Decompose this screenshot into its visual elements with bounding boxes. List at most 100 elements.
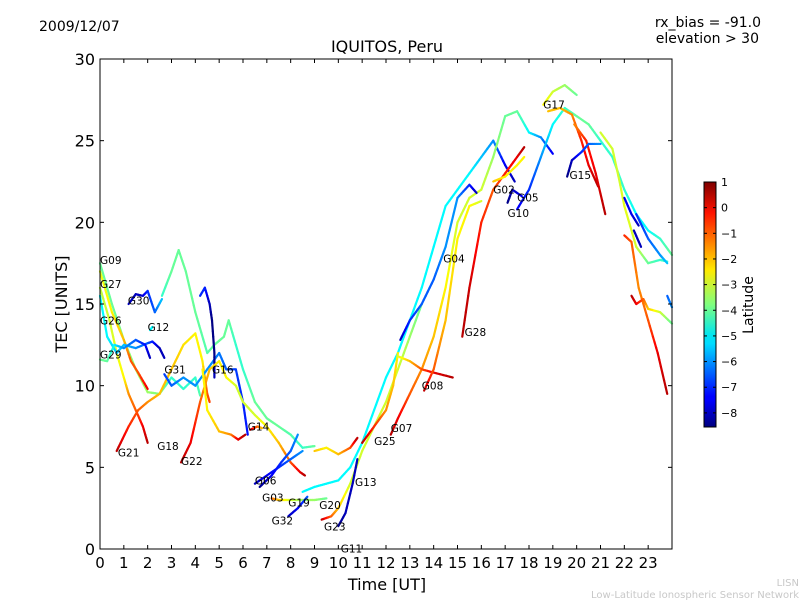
track-segment <box>442 286 447 297</box>
track-segment <box>104 290 110 300</box>
satellite-track <box>632 229 643 248</box>
satellite-track <box>148 325 154 332</box>
track-segment <box>599 192 604 202</box>
track-segment <box>101 308 105 318</box>
satellite-label: G18 <box>157 441 179 453</box>
y-tick-label: 20 <box>75 213 95 232</box>
x-tick-label: 1 <box>119 554 129 572</box>
track-segment <box>432 238 437 248</box>
track-segment <box>434 351 439 363</box>
track-segment <box>436 311 441 322</box>
x-tick-label: 18 <box>519 554 538 572</box>
track-segment <box>462 319 466 330</box>
x-tick-label: 12 <box>376 554 395 572</box>
track-segment <box>478 221 483 235</box>
track-segment <box>629 225 634 235</box>
track-segment <box>191 428 195 438</box>
track-segment <box>438 302 443 314</box>
satellite-track <box>635 213 669 265</box>
satellite-label: G27 <box>100 279 122 291</box>
track-segment <box>442 204 447 214</box>
x-tick-label: 21 <box>591 554 610 572</box>
track-segment <box>432 360 437 371</box>
track-segment <box>422 272 427 282</box>
x-tick-label: 13 <box>400 554 419 572</box>
track-segment <box>452 232 457 246</box>
satellite-label: G15 <box>570 170 592 182</box>
track-segment <box>661 372 666 382</box>
x-tick-label: 14 <box>424 554 443 572</box>
track-segment <box>470 264 475 278</box>
track-segment <box>106 297 112 307</box>
track-segment <box>196 317 201 327</box>
track-segment <box>194 311 199 321</box>
track-segment <box>103 321 108 331</box>
satellite-track <box>461 146 526 338</box>
track-segment <box>472 253 477 267</box>
satellite-label: G14 <box>248 422 270 434</box>
track-segment <box>492 149 497 159</box>
satellite-label: G23 <box>324 522 346 534</box>
track-segment <box>631 232 636 242</box>
track-segment <box>519 194 523 198</box>
track-segment <box>664 260 669 265</box>
track-segment <box>446 292 451 308</box>
track-segment <box>194 414 199 424</box>
satellite-track <box>666 294 674 309</box>
track-segment <box>632 256 637 266</box>
satellite-track <box>492 155 526 183</box>
satellite-track <box>287 495 309 518</box>
satellite-track <box>163 351 249 436</box>
track-segment <box>148 354 152 359</box>
track-segment <box>500 121 505 131</box>
track-segment <box>102 283 108 293</box>
x-tick-label: 15 <box>448 554 467 572</box>
colorbar-tick-label: −8 <box>721 407 737 420</box>
satellite-track <box>623 196 640 227</box>
satellite-track <box>599 131 669 265</box>
track-segment <box>186 277 191 287</box>
track-segment <box>467 286 471 297</box>
track-segment <box>440 294 445 306</box>
track-segment <box>468 275 473 289</box>
track-segment <box>202 375 206 385</box>
satellite-label: G28 <box>465 327 487 339</box>
y-tick-label: 25 <box>75 132 95 151</box>
satellite-track <box>623 234 669 395</box>
track-segment <box>438 335 443 346</box>
colorbar-tick-label: 1 <box>721 176 728 189</box>
track-segment <box>202 338 207 348</box>
satellite-label: G20 <box>319 500 341 512</box>
satellite-label: G12 <box>148 322 170 334</box>
elevation-label: elevation > 30 <box>656 31 759 47</box>
track-segment <box>448 375 454 379</box>
colorbar-tick-label: −2 <box>721 253 737 266</box>
track-segment <box>549 149 554 155</box>
x-tick-label: 10 <box>329 554 348 572</box>
x-axis-ticks: 0 1 2 3 4 5 6 7 8 9 10 11 12 13 14 15 16 17 18 19 20 21 22 23 <box>95 59 658 572</box>
track-segment <box>465 294 470 306</box>
x-tick-label: 4 <box>191 554 201 572</box>
track-segment <box>444 237 449 248</box>
x-axis-label: Time [UT] <box>347 575 426 594</box>
satellite-label: G13 <box>355 477 377 489</box>
x-tick-label: 3 <box>167 554 177 572</box>
track-segment <box>162 355 166 359</box>
track-segment <box>191 297 195 307</box>
track-segment <box>436 343 441 355</box>
satellite-track <box>301 139 516 493</box>
satellite-track <box>566 142 602 178</box>
satellite-track <box>399 183 478 342</box>
x-tick-label: 8 <box>286 554 296 572</box>
track-segment <box>597 185 602 195</box>
colorbar <box>703 181 717 428</box>
satellite-label: G26 <box>100 315 122 327</box>
y-axis-ticks: 0 5 10 15 20 25 30 <box>75 50 672 559</box>
track-segment <box>430 245 435 255</box>
colorbar-tick-label: 0 <box>721 202 728 215</box>
satellite-label: G17 <box>543 100 565 112</box>
track-segment <box>658 358 662 368</box>
satellite-track <box>115 332 211 453</box>
satellite-track <box>337 458 359 528</box>
